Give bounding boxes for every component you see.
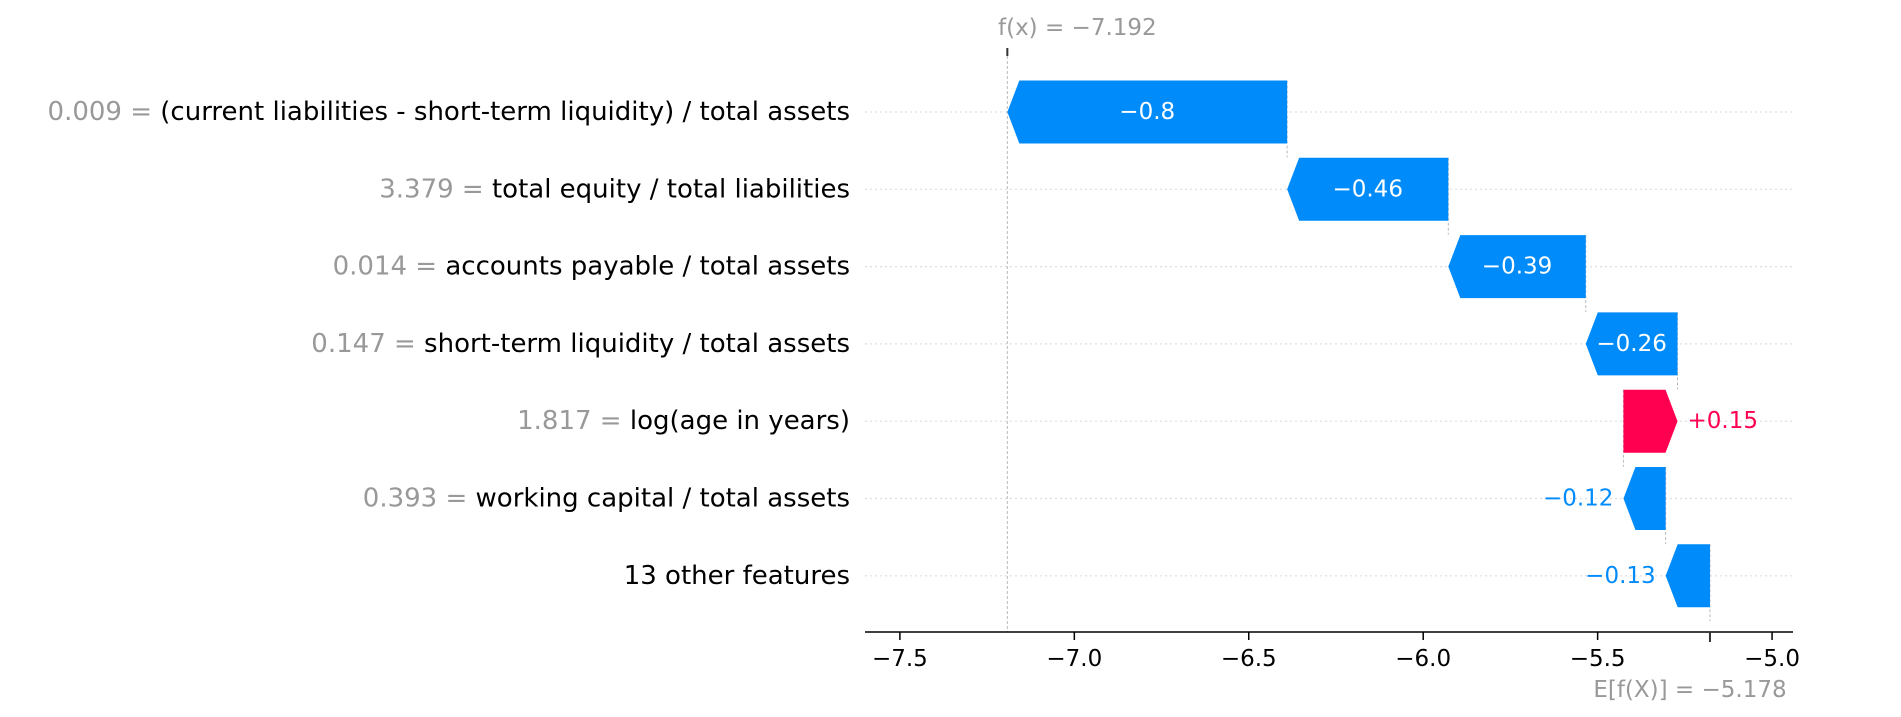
x-tick-label: −7.0	[1046, 646, 1102, 672]
bars	[1007, 80, 1710, 608]
feature-name: log(age in years)	[630, 406, 850, 436]
feature-name: working capital / total assets	[476, 484, 850, 514]
feature-label: 0.393 = working capital / total assets	[363, 484, 850, 514]
x-tick-label: −6.5	[1221, 646, 1277, 672]
waterfall-bar	[1585, 312, 1678, 376]
feature-label: 0.009 = (current liabilities - short-ter…	[48, 97, 850, 127]
waterfall-bar	[1623, 389, 1678, 453]
waterfall-bar	[1665, 544, 1710, 608]
bar-value-labels: −0.8 −0.46 −0.39 −0.26 +0.15 −0.12 −0.13	[1119, 99, 1758, 589]
bar-value-label: −0.8	[1119, 99, 1175, 125]
x-axis: −7.5 −7.0 −6.5 −6.0 −5.5 −5.0	[865, 631, 1800, 672]
bar-value-label: +0.15	[1688, 408, 1758, 434]
waterfall-bar	[1287, 157, 1449, 221]
feature-name: total equity / total liabilities	[492, 174, 850, 204]
feature-name: 13 other features	[624, 561, 850, 591]
feature-label: 0.014 = accounts payable / total assets	[333, 252, 850, 282]
feature-label: 0.147 = short-term liquidity / total ass…	[311, 329, 850, 359]
feature-name: (current liabilities - short-term liquid…	[160, 97, 850, 127]
feature-value: 0.014 =	[333, 252, 446, 282]
waterfall-bar	[1623, 467, 1666, 530]
waterfall-bar	[1448, 235, 1586, 299]
fx-label: f(x) = −7.192	[998, 15, 1157, 41]
feature-label: 3.379 = total equity / total liabilities	[379, 174, 850, 204]
x-tick-label: −5.0	[1744, 646, 1800, 672]
feature-value: 0.009 =	[48, 97, 161, 127]
x-tick-label: −5.5	[1570, 646, 1626, 672]
expected-value-label: E[f(X)] = −5.178	[1593, 677, 1786, 703]
feature-label: 1.817 = log(age in years)	[517, 406, 850, 436]
bar-value-label: −0.12	[1543, 486, 1613, 512]
bar-value-label: −0.39	[1482, 254, 1552, 280]
bar-value-label: −0.46	[1332, 176, 1402, 202]
feature-value: 0.147 =	[311, 329, 424, 359]
feature-value: 1.817 =	[517, 406, 630, 436]
bar-value-label: −0.26	[1596, 331, 1666, 357]
waterfall-bar	[1007, 80, 1288, 144]
feature-label: 13 other features	[624, 561, 850, 591]
x-tick-label: −6.0	[1395, 646, 1451, 672]
feature-name: short-term liquidity / total assets	[424, 329, 850, 359]
feature-value: 3.379 =	[379, 174, 492, 204]
feature-name: accounts payable / total assets	[445, 252, 850, 282]
feature-value: 0.393 =	[363, 484, 476, 514]
feature-labels: 0.009 = (current liabilities - short-ter…	[48, 97, 850, 591]
bar-value-label: −0.13	[1585, 563, 1655, 589]
x-tick-label: −7.5	[872, 646, 928, 672]
